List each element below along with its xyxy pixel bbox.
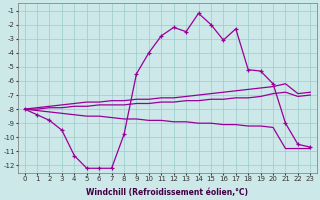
X-axis label: Windchill (Refroidissement éolien,°C): Windchill (Refroidissement éolien,°C) — [86, 188, 249, 197]
